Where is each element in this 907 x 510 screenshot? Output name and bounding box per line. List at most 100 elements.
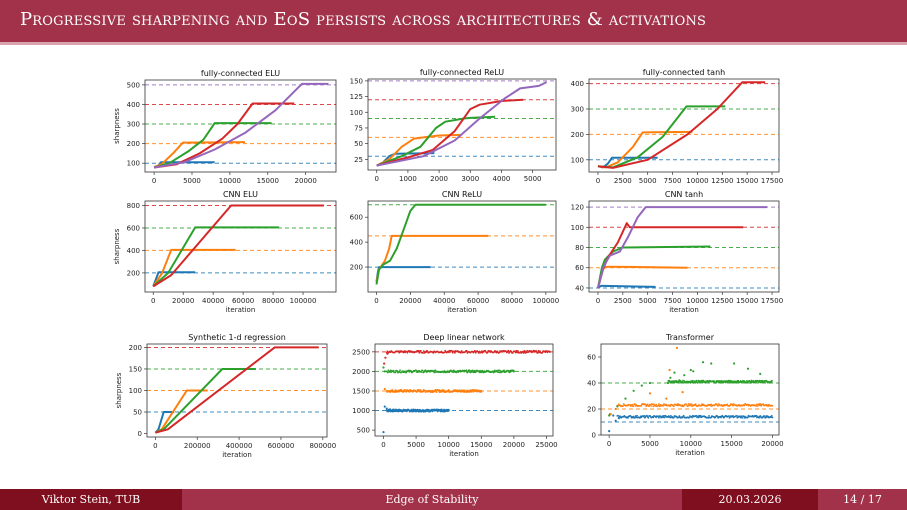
data-point bbox=[770, 414, 773, 417]
data-point bbox=[759, 403, 762, 405]
data-point bbox=[668, 368, 671, 372]
data-point bbox=[676, 404, 679, 407]
series-line-blue bbox=[152, 271, 196, 287]
data-point bbox=[640, 404, 643, 407]
data-point bbox=[472, 389, 475, 391]
x-tick-label: 0 bbox=[151, 297, 155, 305]
x-tick-label: 15000 bbox=[721, 440, 743, 448]
data-point bbox=[771, 379, 773, 382]
data-point bbox=[486, 351, 489, 354]
data-point bbox=[726, 403, 729, 406]
data-point bbox=[759, 372, 762, 375]
data-point bbox=[737, 379, 740, 382]
data-point bbox=[530, 350, 533, 352]
data-point bbox=[523, 350, 526, 352]
data-point bbox=[507, 349, 510, 352]
y-tick-label: 300 bbox=[127, 121, 140, 129]
data-point bbox=[616, 405, 619, 408]
data-point bbox=[476, 350, 479, 353]
x-axis-label: iteration bbox=[669, 306, 699, 314]
x-tick-label: 10000 bbox=[219, 177, 241, 185]
y-tick-label: 400 bbox=[571, 80, 584, 88]
data-point bbox=[498, 351, 501, 354]
data-point bbox=[398, 351, 401, 354]
y-tick-label: 400 bbox=[127, 101, 140, 109]
y-tick-label: 100 bbox=[127, 160, 140, 168]
x-tick-label: 10000 bbox=[438, 441, 460, 449]
data-point bbox=[480, 350, 483, 353]
series-line-orange bbox=[152, 248, 236, 287]
data-point bbox=[383, 387, 386, 391]
x-tick-label: 5000 bbox=[639, 297, 657, 305]
data-point bbox=[434, 369, 437, 372]
data-point bbox=[632, 389, 635, 392]
series-line-orange bbox=[376, 133, 461, 167]
data-point bbox=[675, 346, 679, 349]
chart-panel-2: 0 2500 5000 7500 10000 12500 15000 17500 100 200 3… bbox=[571, 68, 784, 185]
data-point bbox=[669, 416, 672, 419]
data-point bbox=[673, 371, 676, 374]
data-point bbox=[689, 368, 692, 372]
y-tick-label: 60 bbox=[575, 264, 584, 272]
chart-title: Transformer bbox=[665, 333, 715, 342]
y-tick-label: 500 bbox=[127, 81, 140, 89]
data-point bbox=[638, 417, 641, 419]
data-point bbox=[647, 416, 650, 419]
data-point bbox=[468, 369, 471, 372]
data-point bbox=[609, 413, 612, 416]
x-tick-label: 600000 bbox=[268, 442, 295, 450]
data-point bbox=[657, 404, 660, 407]
data-point bbox=[758, 416, 760, 419]
data-point bbox=[654, 404, 657, 407]
data-point bbox=[695, 414, 698, 417]
x-tick-label: 20000 bbox=[399, 297, 421, 305]
x-axis-label: iteration bbox=[449, 450, 479, 458]
y-tick-label: 400 bbox=[350, 239, 363, 247]
y-tick-label: 25 bbox=[354, 156, 363, 164]
y-tick-label: 0 bbox=[592, 432, 596, 440]
data-point bbox=[658, 405, 661, 408]
x-tick-label: 60000 bbox=[467, 297, 489, 305]
data-point bbox=[670, 415, 672, 417]
y-tick-label: 600 bbox=[127, 224, 140, 232]
data-point bbox=[771, 416, 774, 419]
data-point bbox=[511, 352, 514, 354]
data-point bbox=[394, 371, 397, 374]
data-point bbox=[384, 356, 387, 359]
data-point bbox=[473, 369, 476, 372]
data-point bbox=[447, 408, 450, 411]
x-tick-label: 5000 bbox=[641, 440, 659, 448]
data-point bbox=[382, 430, 385, 434]
data-point bbox=[496, 369, 499, 372]
x-tick-label: 60000 bbox=[232, 297, 254, 305]
y-tick-label: 1000 bbox=[352, 407, 370, 415]
data-point bbox=[688, 416, 691, 419]
data-point bbox=[667, 381, 669, 384]
axes-frame bbox=[588, 200, 780, 293]
data-point bbox=[658, 403, 660, 406]
y-axis-label: sharpness bbox=[113, 228, 121, 264]
y-tick-label: 200 bbox=[127, 140, 140, 148]
y-tick-label: 60 bbox=[587, 354, 596, 362]
x-axis-label: iteration bbox=[222, 451, 252, 459]
data-point bbox=[516, 349, 519, 352]
header-divider bbox=[0, 42, 907, 45]
series-line-green bbox=[153, 122, 272, 169]
data-point bbox=[541, 351, 544, 354]
x-tick-label: 10000 bbox=[686, 177, 708, 185]
data-point bbox=[456, 349, 459, 352]
axes-frame bbox=[374, 343, 554, 437]
x-tick-label: 0 bbox=[153, 442, 157, 450]
x-tick-label: 2500 bbox=[614, 297, 632, 305]
data-point bbox=[746, 367, 750, 370]
data-point bbox=[650, 405, 653, 407]
data-point bbox=[657, 415, 660, 418]
data-point bbox=[632, 405, 635, 408]
data-point bbox=[481, 370, 484, 372]
data-point bbox=[690, 403, 693, 406]
footer-date: 20.03.2026 bbox=[682, 489, 818, 510]
data-point bbox=[652, 416, 655, 419]
chart-panel-8: 0 5000 10000 15000 20000 0 20 40 60 Transformer it… bbox=[587, 333, 784, 457]
y-tick-label: 50 bbox=[133, 409, 142, 417]
data-point bbox=[536, 352, 539, 354]
